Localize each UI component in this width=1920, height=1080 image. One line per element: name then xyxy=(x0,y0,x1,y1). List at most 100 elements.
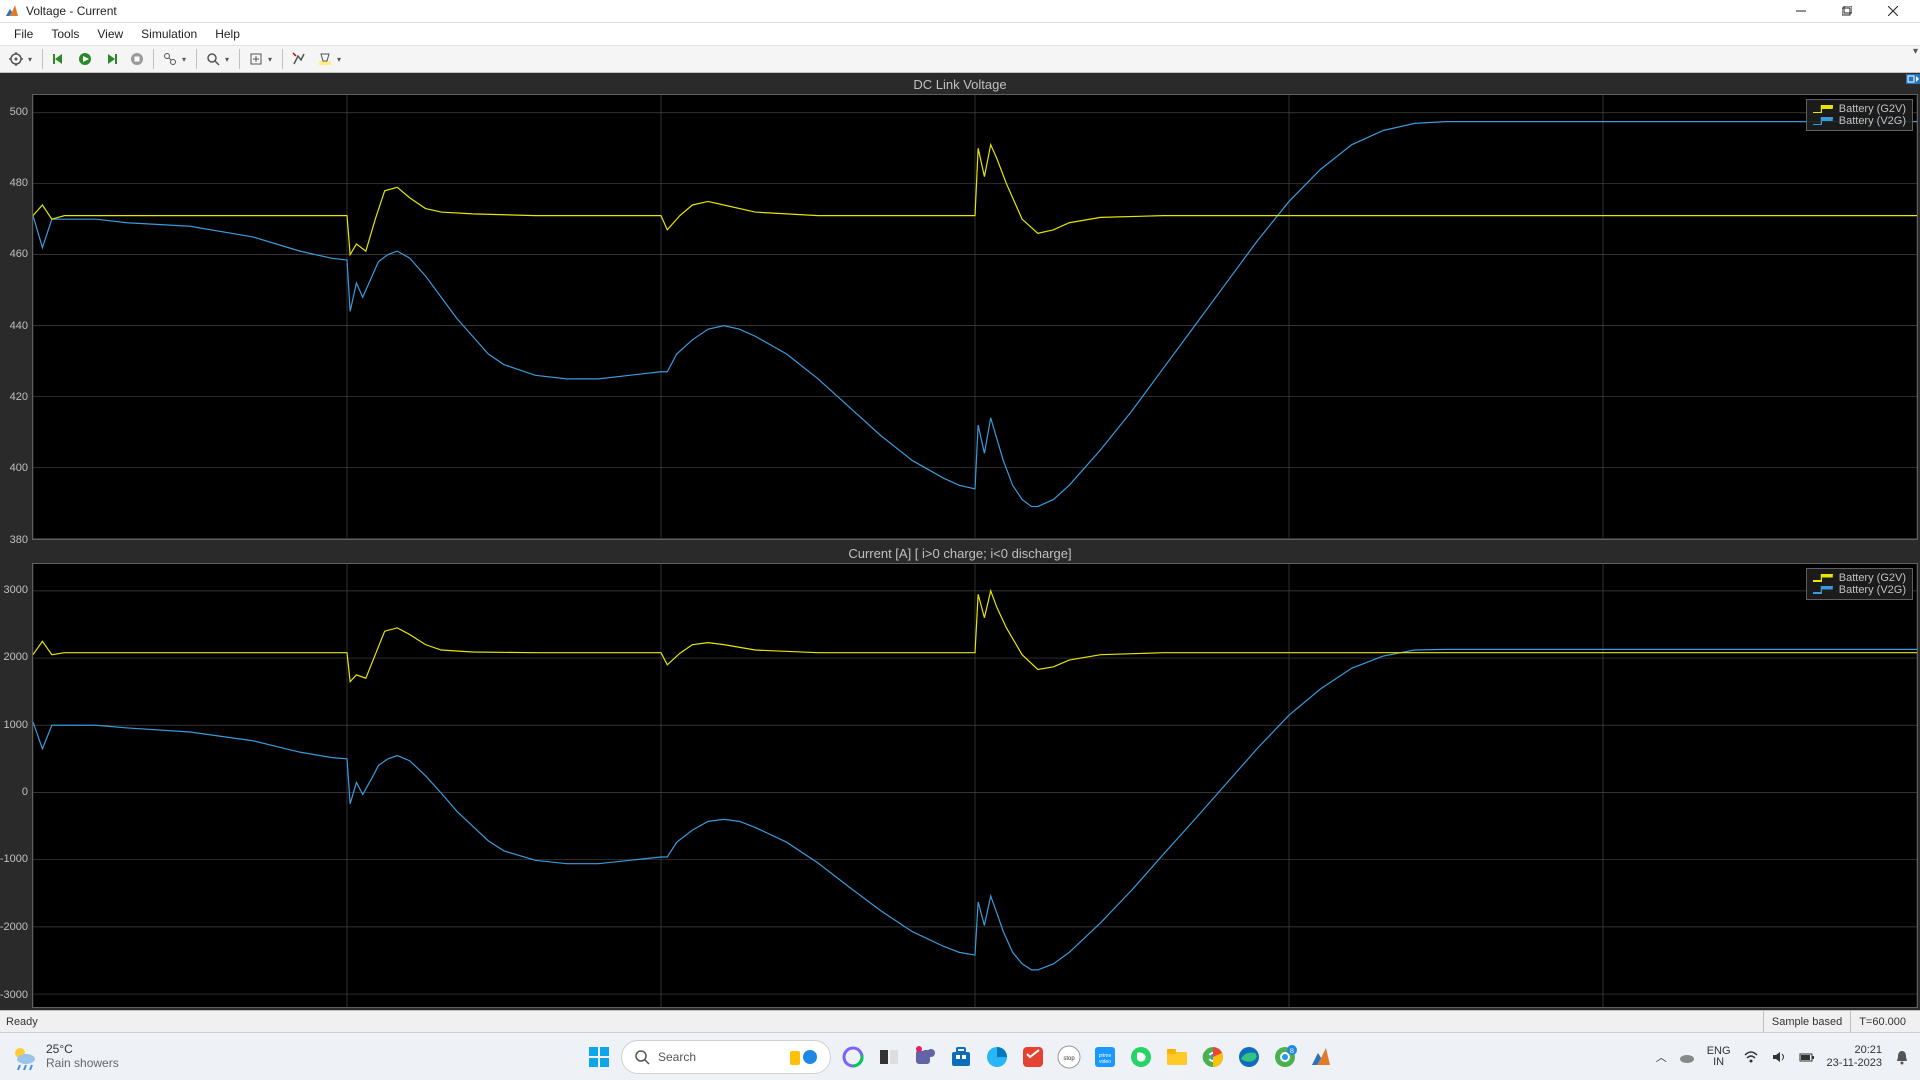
zoom-dropdown[interactable]: ▾ xyxy=(225,55,235,64)
taskbar-app-copilot[interactable] xyxy=(839,1043,867,1071)
highlight-dropdown[interactable]: ▾ xyxy=(337,55,347,64)
legend[interactable]: Battery (G2V)Battery (V2G) xyxy=(1806,99,1913,131)
close-button[interactable] xyxy=(1870,0,1916,23)
menu-simulation[interactable]: Simulation xyxy=(133,25,205,43)
y-tick-label: 420 xyxy=(10,391,28,403)
legend-label: Battery (V2G) xyxy=(1839,584,1906,596)
status-time: T=60.000 xyxy=(1850,1011,1914,1032)
stop-button[interactable] xyxy=(125,48,149,70)
taskbar-app-todoist[interactable] xyxy=(1019,1043,1047,1071)
y-tick-label: -1000 xyxy=(0,853,28,865)
taskbar-app-teams[interactable]: 1 xyxy=(911,1043,939,1071)
separator xyxy=(239,49,240,69)
menu-bar: File Tools View Simulation Help xyxy=(0,23,1920,45)
menu-file[interactable]: File xyxy=(6,25,41,43)
tray-clock[interactable]: 20:21 23-11-2023 xyxy=(1827,1044,1882,1068)
autoscale-dropdown[interactable]: ▾ xyxy=(268,55,278,64)
menu-help[interactable]: Help xyxy=(207,25,248,43)
taskbar-app-matlab[interactable] xyxy=(1307,1043,1335,1071)
subplot-title: DC Link Voltage xyxy=(2,75,1918,94)
maximize-button[interactable] xyxy=(1824,0,1870,23)
search-placeholder: Search xyxy=(658,1050,696,1064)
y-tick-label: 500 xyxy=(10,106,28,118)
taskbar-app-prime[interactable]: primevideo xyxy=(1091,1043,1119,1071)
y-tick-label: 2000 xyxy=(4,651,28,663)
y-tick-label: 1000 xyxy=(4,719,28,731)
tray-battery-icon[interactable] xyxy=(1799,1049,1815,1065)
step-forward-button[interactable] xyxy=(99,48,123,70)
y-tick-label: 440 xyxy=(10,320,28,332)
tray-wifi-icon[interactable] xyxy=(1743,1049,1759,1065)
tray-chevron-icon[interactable]: ︿ xyxy=(1656,1049,1667,1065)
subplot-0: DC Link Voltage380400420440460480500Batt… xyxy=(2,75,1918,540)
triggers-button[interactable] xyxy=(158,48,182,70)
taskbar-app-explorer[interactable] xyxy=(1163,1043,1191,1071)
scope-dock-handle[interactable] xyxy=(1906,73,1920,83)
tray-volume-icon[interactable] xyxy=(1771,1049,1787,1065)
taskbar-app-taskview[interactable] xyxy=(875,1043,903,1071)
status-sample-mode: Sample based xyxy=(1763,1011,1850,1032)
configure-button[interactable] xyxy=(4,48,28,70)
subplot-title: Current [A] [ i>0 charge; i<0 discharge] xyxy=(2,544,1918,563)
taskbar-app-chrome[interactable] xyxy=(1199,1043,1227,1071)
y-axis: 380400420440460480500 xyxy=(2,94,32,540)
separator xyxy=(282,49,283,69)
run-button[interactable] xyxy=(73,48,97,70)
autoscale-button[interactable] xyxy=(244,48,268,70)
taskbar-app-browser[interactable] xyxy=(983,1043,1011,1071)
status-bar: Ready Sample based T=60.000 xyxy=(0,1010,1920,1032)
separator xyxy=(42,49,43,69)
legend-label: Battery (G2V) xyxy=(1839,103,1906,115)
taskbar-app-edge[interactable] xyxy=(1235,1043,1263,1071)
highlight-button[interactable] xyxy=(313,48,337,70)
zoom-button[interactable] xyxy=(201,48,225,70)
weather-desc: Rain showers xyxy=(46,1057,119,1070)
legend-item: Battery (G2V) xyxy=(1813,103,1906,115)
step-back-button[interactable] xyxy=(47,48,71,70)
taskbar-search[interactable]: Search xyxy=(621,1040,831,1074)
start-button[interactable] xyxy=(585,1043,613,1071)
taskbar-center: Search 1 stop primevideo B xyxy=(585,1040,1335,1074)
y-tick-label: 0 xyxy=(22,786,28,798)
y-tick-label: -2000 xyxy=(0,921,28,933)
y-tick-label: -3000 xyxy=(0,989,28,1001)
minimize-button[interactable] xyxy=(1778,0,1824,23)
y-tick-label: 3000 xyxy=(4,584,28,596)
weather-icon xyxy=(10,1043,38,1071)
legend-item: Battery (G2V) xyxy=(1813,572,1906,584)
tray-onedrive-icon[interactable] xyxy=(1679,1049,1695,1065)
triggers-dropdown[interactable]: ▾ xyxy=(182,55,192,64)
system-tray: ︿ ENG IN 20:21 23-11-2023 xyxy=(1656,1044,1910,1068)
taskbar-app-store[interactable] xyxy=(947,1043,975,1071)
y-tick-label: 480 xyxy=(10,177,28,189)
tray-language[interactable]: ENG IN xyxy=(1707,1046,1731,1068)
status-ready: Ready xyxy=(6,1016,1763,1028)
windows-taskbar: 25°C Rain showers Search 1 stop primevid… xyxy=(0,1032,1920,1080)
menu-tools[interactable]: Tools xyxy=(43,25,87,43)
legend-item: Battery (V2G) xyxy=(1813,115,1906,127)
plot-canvas[interactable]: Battery (G2V)Battery (V2G) xyxy=(32,94,1918,540)
legend[interactable]: Battery (G2V)Battery (V2G) xyxy=(1806,568,1913,600)
legend-label: Battery (V2G) xyxy=(1839,115,1906,127)
menu-view[interactable]: View xyxy=(89,25,131,43)
separator xyxy=(196,49,197,69)
y-tick-label: 400 xyxy=(10,462,28,474)
svg-text:stop: stop xyxy=(1063,1056,1075,1062)
search-accent-icon xyxy=(788,1047,818,1067)
y-tick-label: 460 xyxy=(10,248,28,260)
taskbar-app-onstop[interactable]: stop xyxy=(1055,1043,1083,1071)
taskbar-app-chrome-beta[interactable]: B xyxy=(1271,1043,1299,1071)
legend-item: Battery (V2G) xyxy=(1813,584,1906,596)
legend-label: Battery (G2V) xyxy=(1839,572,1906,584)
taskbar-app-whatsapp[interactable] xyxy=(1127,1043,1155,1071)
y-tick-label: 380 xyxy=(10,534,28,546)
measurements-button[interactable] xyxy=(287,48,311,70)
ribbon-collapse-button[interactable]: ▾ xyxy=(1913,46,1918,57)
subplot-1: Current [A] [ i>0 charge; i<0 discharge]… xyxy=(2,544,1918,1009)
tray-notifications-icon[interactable] xyxy=(1894,1049,1910,1065)
configure-dropdown[interactable]: ▾ xyxy=(28,55,38,64)
taskbar-weather[interactable]: 25°C Rain showers xyxy=(10,1043,119,1071)
separator xyxy=(153,49,154,69)
window-title: Voltage - Current xyxy=(26,4,1778,18)
plot-canvas[interactable]: Battery (G2V)Battery (V2G) xyxy=(32,563,1918,1009)
